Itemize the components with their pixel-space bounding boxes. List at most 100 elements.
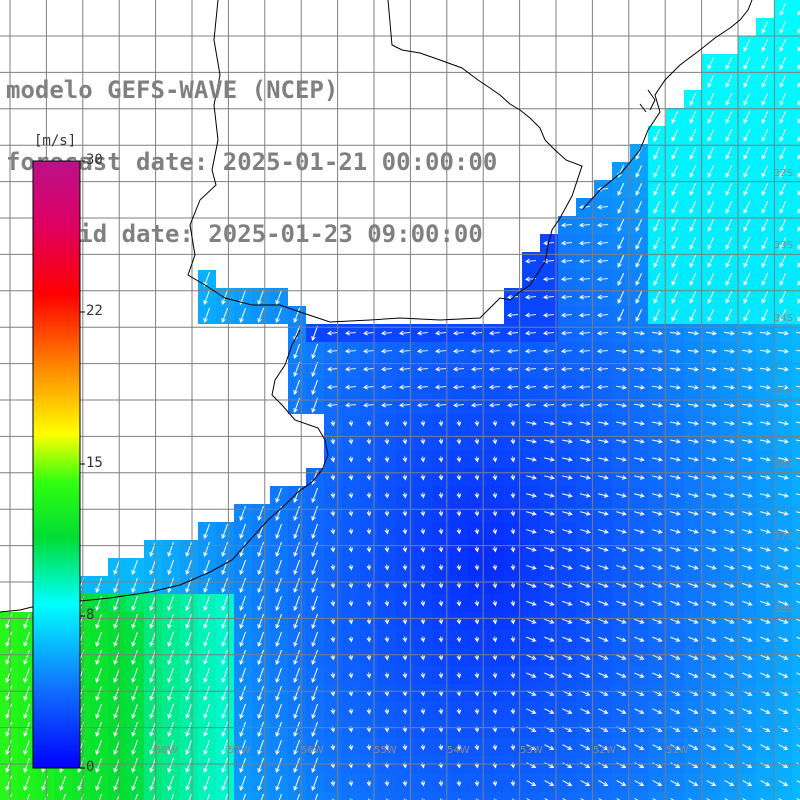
lat-label: 35S <box>774 386 794 397</box>
wind-arrow <box>420 744 426 751</box>
wind-arrow <box>635 164 643 178</box>
wind-arrow <box>452 330 465 336</box>
wind-arrow <box>598 511 609 516</box>
wind-arrow <box>706 511 717 516</box>
wind-arrow <box>796 564 800 568</box>
wind-arrow <box>526 564 537 570</box>
wind-arrow <box>580 798 588 800</box>
wind-arrow <box>635 200 643 214</box>
wind-arrow <box>221 667 229 684</box>
wind-arrow <box>344 330 357 336</box>
wind-cell <box>216 792 234 800</box>
wind-arrow <box>598 564 609 570</box>
wind-arrow <box>761 56 769 70</box>
wind-arrow <box>779 2 787 16</box>
wind-arrow <box>778 493 789 498</box>
wind-arrow <box>239 667 247 684</box>
wind-arrow <box>597 421 609 426</box>
wind-arrow <box>239 703 247 720</box>
wind-arrow <box>542 402 555 408</box>
wind-arrow <box>524 312 537 318</box>
wind-arrow <box>706 475 717 480</box>
wind-arrow <box>420 600 426 607</box>
wind-arrow <box>578 240 591 246</box>
wind-arrow <box>741 348 753 354</box>
wind-cell <box>792 198 800 216</box>
wind-arrow <box>706 708 717 714</box>
wind-arrow <box>456 708 462 715</box>
wind-arrow <box>578 330 591 336</box>
wind-arrow <box>420 528 426 535</box>
wind-arrow <box>257 559 265 576</box>
wind-arrow <box>705 348 717 354</box>
wind-arrow <box>742 780 753 786</box>
wind-arrow <box>743 92 751 106</box>
wind-arrow <box>275 541 283 558</box>
wind-arrow <box>366 510 372 517</box>
wind-arrow <box>651 366 663 372</box>
wind-cell <box>576 792 594 800</box>
wind-arrow <box>167 667 175 684</box>
wind-arrow <box>598 744 609 750</box>
wind-arrow <box>344 366 357 372</box>
wind-arrow <box>275 703 283 720</box>
wind-arrow <box>203 703 211 720</box>
wind-arrow <box>725 290 733 304</box>
wind-arrow <box>330 762 336 769</box>
wind-arrow <box>149 559 157 576</box>
wind-arrow <box>330 510 336 517</box>
wind-arrow <box>633 384 645 390</box>
wind-arrow <box>652 564 663 570</box>
wind-arrow <box>688 529 699 534</box>
wind-arrow <box>635 290 643 304</box>
wind-arrow <box>221 577 229 594</box>
wind-arrow <box>724 511 735 516</box>
wind-arrow <box>402 672 408 679</box>
wind-arrow <box>293 379 301 396</box>
wind-arrow <box>742 636 753 642</box>
wind-arrow <box>617 218 625 232</box>
wind-arrow <box>330 492 336 499</box>
wind-arrow <box>743 56 751 70</box>
wind-arrow <box>384 546 390 553</box>
wind-arrow <box>670 511 681 516</box>
wind-arrow <box>616 600 627 606</box>
wind-arrow <box>797 261 800 268</box>
wind-arrow <box>707 56 715 70</box>
wind-arrow <box>689 200 697 214</box>
lon-label: 55W <box>374 745 397 756</box>
wind-arrow <box>402 600 408 607</box>
wind-arrow <box>95 685 103 702</box>
wind-arrow <box>779 290 787 304</box>
wind-arrow <box>580 672 591 678</box>
wind-arrow <box>311 505 319 522</box>
wind-arrow <box>580 493 591 498</box>
wind-arrow <box>366 492 372 499</box>
wind-arrow <box>474 762 480 769</box>
wind-arrow <box>797 81 800 88</box>
wind-arrow <box>688 547 699 552</box>
wind-arrow <box>725 200 733 214</box>
wind-arrow <box>149 757 157 774</box>
wind-arrow <box>420 546 426 553</box>
wind-arrow <box>167 649 175 666</box>
wind-arrow <box>669 402 681 408</box>
wind-arrow <box>578 312 591 318</box>
wind-cell <box>792 378 800 396</box>
wind-arrow <box>149 631 157 648</box>
wind-arrow <box>796 762 800 766</box>
wind-arrow <box>795 331 800 334</box>
wind-arrow <box>239 649 247 666</box>
wind-arrow <box>510 708 516 715</box>
wind-arrow <box>796 618 800 622</box>
wind-arrow <box>470 366 483 372</box>
wind-arrow <box>797 153 800 160</box>
wind-arrow <box>275 289 283 306</box>
wind-arrow <box>687 384 699 390</box>
wind-cell <box>630 792 648 800</box>
wind-arrow <box>311 343 319 360</box>
wind-arrow <box>759 366 771 372</box>
wind-arrow <box>616 493 627 498</box>
wind-arrow <box>723 348 735 354</box>
